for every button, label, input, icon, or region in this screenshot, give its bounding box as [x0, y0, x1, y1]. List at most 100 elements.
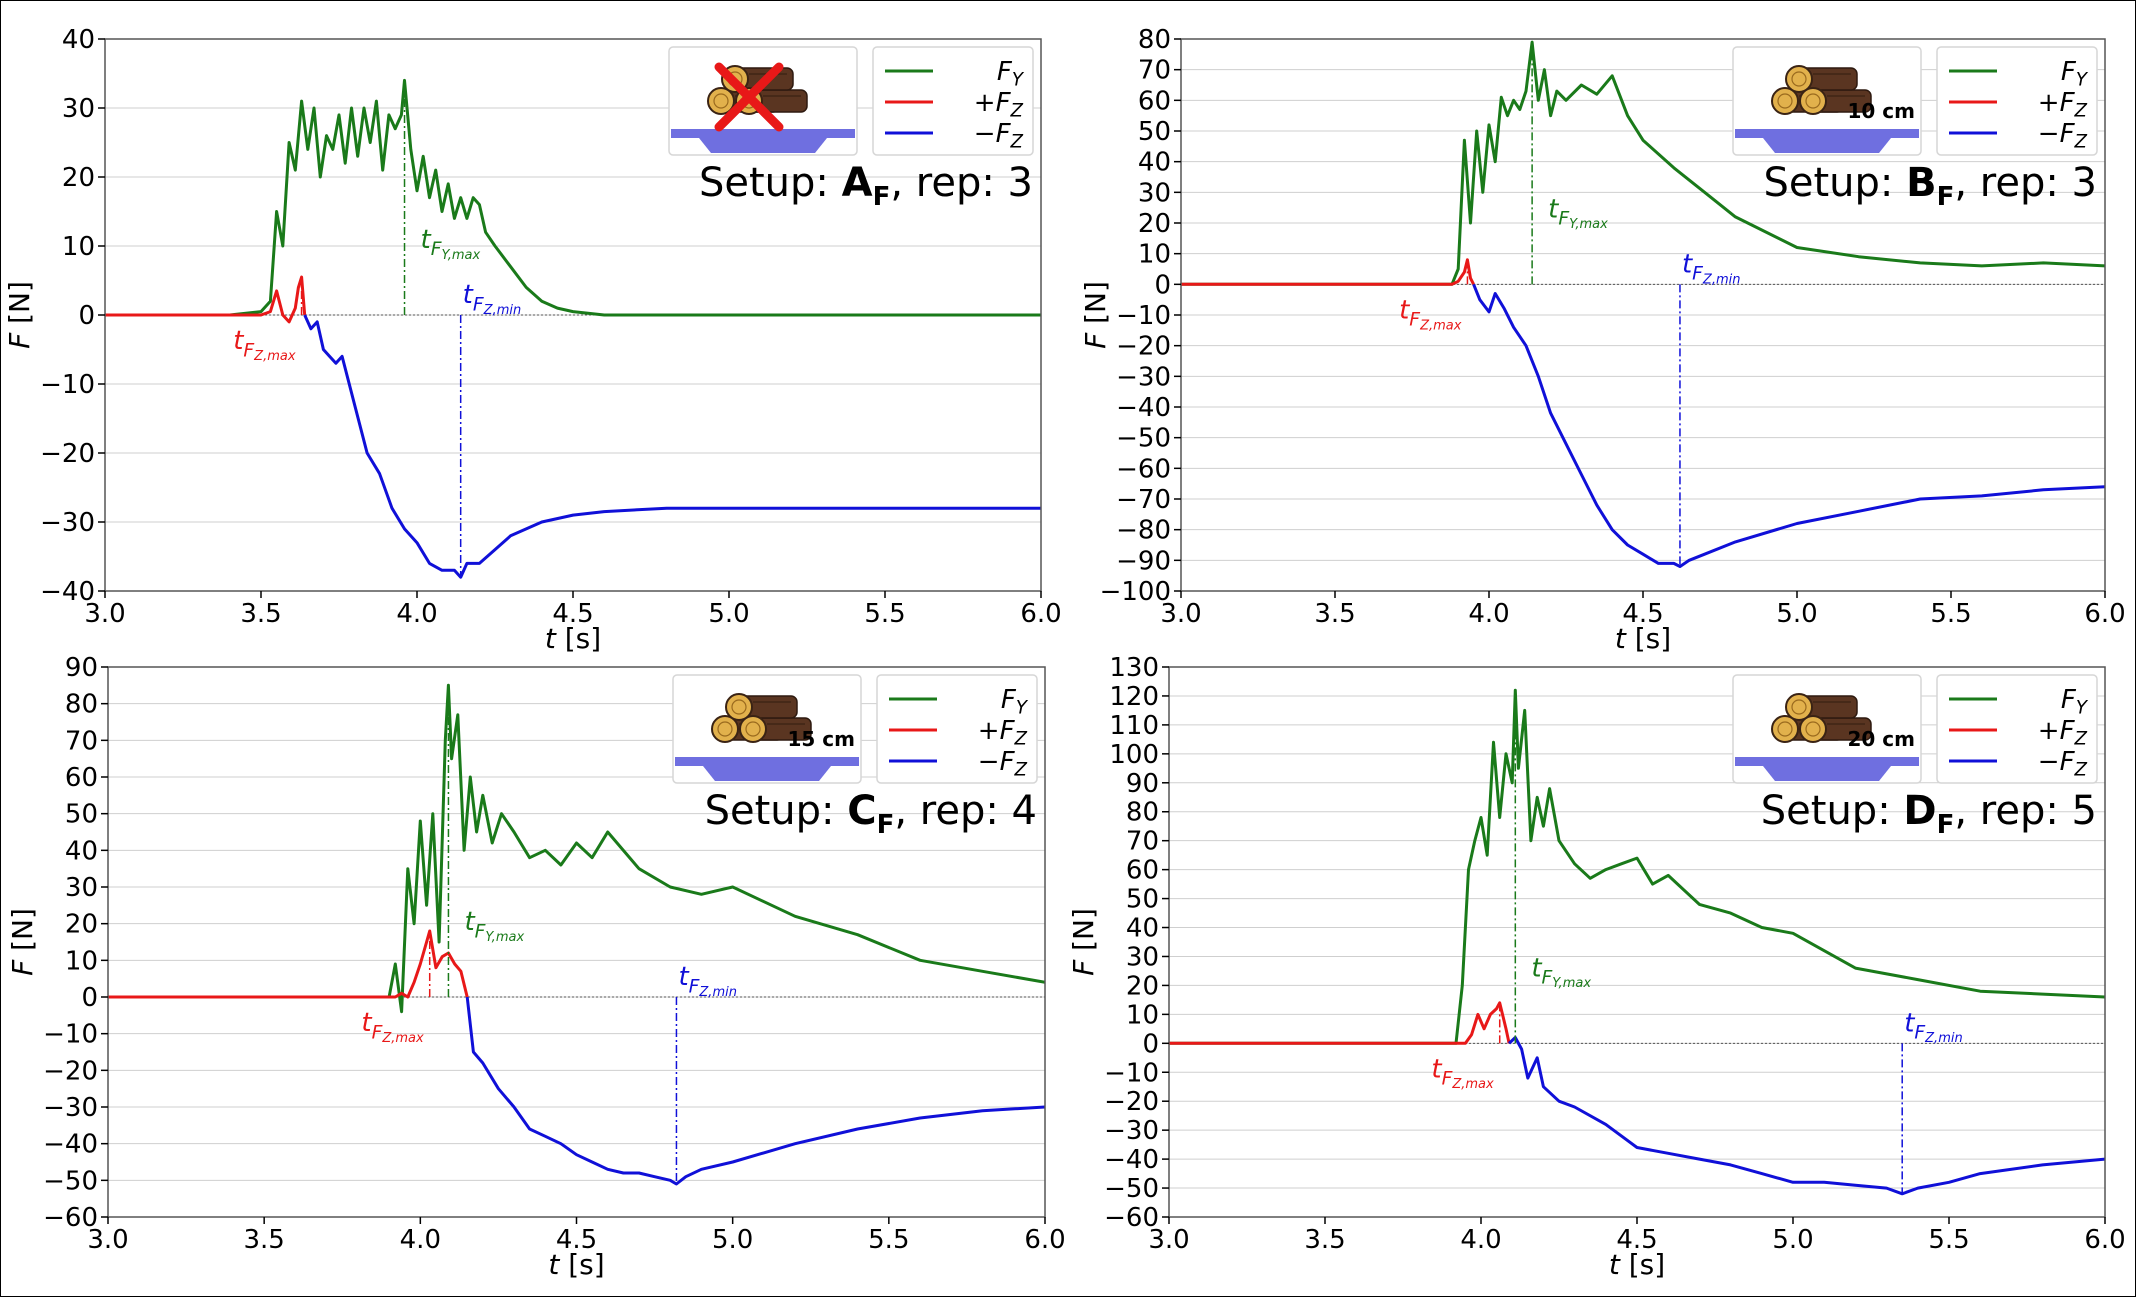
x-tick-label: 3.0	[1148, 1225, 1189, 1255]
y-tick-label: 90	[65, 653, 98, 683]
y-tick-label: 60	[65, 763, 98, 793]
y-tick-label: 20	[1138, 209, 1171, 239]
y-tick-label: 0	[1142, 1029, 1159, 1059]
legend-label: −FZ	[2038, 747, 2088, 781]
log-ring	[1777, 93, 1793, 109]
y-tick-label: −20	[1116, 332, 1171, 362]
y-axis-label: F [N]	[3, 281, 36, 349]
log-ring	[1805, 93, 1821, 109]
legend: FY+FZ−FZ	[876, 674, 1038, 784]
stand-base	[1763, 138, 1891, 153]
y-tick-label: 10	[65, 946, 98, 976]
chart-panel-a: tFY,max tFZ,max tFZ,min −40 −30 −20 −10 0 10 20 30…	[3, 25, 1062, 655]
y-tick-label: 30	[62, 94, 95, 124]
log-end	[739, 715, 767, 743]
log-ring	[731, 699, 747, 715]
log-ring	[717, 721, 733, 737]
log-ring	[1805, 721, 1821, 737]
y-tick-label: 70	[1126, 827, 1159, 857]
x-tick-label: 5.5	[1928, 1225, 1969, 1255]
y-tick-label: 30	[1126, 942, 1159, 972]
legend-box	[872, 46, 1034, 156]
y-tick-label: −50	[1104, 1174, 1159, 1204]
legend-label: FY	[2061, 685, 2089, 719]
log-end	[1799, 87, 1827, 115]
y-tick-label: −50	[43, 1166, 98, 1196]
setup-title: Setup: AF, rep: 3	[699, 160, 1033, 212]
legend-label: −FZ	[974, 119, 1024, 153]
legend-label: FY	[1001, 685, 1029, 719]
log-pile-icon	[1771, 65, 1872, 115]
x-tick-label: 5.5	[1930, 599, 1971, 629]
y-tick-label: 0	[1154, 270, 1171, 300]
y-tick-label: −40	[40, 577, 95, 607]
series-line-fz-neg	[303, 314, 1041, 579]
x-tick-label: 4.5	[1616, 1225, 1657, 1255]
series-line-fz-pos	[108, 929, 469, 999]
x-tick-label: 5.0	[712, 1225, 753, 1255]
y-tick-label: −30	[40, 508, 95, 538]
y-tick-label: 30	[1138, 178, 1171, 208]
series-group	[1169, 688, 2105, 1196]
log-ring	[1791, 71, 1807, 87]
y-tick-label: −20	[1104, 1087, 1159, 1117]
gap-label: 20 cm	[1848, 727, 1916, 751]
series-line-fy	[1181, 40, 2105, 286]
y-tick-label: 10	[1126, 1000, 1159, 1030]
legend-label: +FZ	[974, 88, 1024, 122]
series-group	[108, 683, 1045, 1186]
force-plate-icon	[1735, 129, 1919, 153]
y-tick-label: −70	[1116, 485, 1171, 515]
legend-label: +FZ	[2038, 716, 2088, 750]
y-tick-label: −60	[1104, 1203, 1159, 1233]
y-tick-label: 110	[1109, 711, 1159, 741]
log-end	[711, 715, 739, 743]
y-tick-label: −90	[1116, 546, 1171, 576]
y-tick-label: 80	[1138, 25, 1171, 55]
legend: FY+FZ−FZ	[1936, 674, 2098, 784]
x-tick-label: 3.0	[84, 599, 125, 629]
legend-box	[1936, 46, 2098, 156]
annotation-t-fz-max: tFZ,max	[361, 1008, 424, 1046]
log-end	[1771, 87, 1799, 115]
series-line-fy	[105, 78, 1041, 317]
x-tick-label: 4.0	[1468, 599, 1509, 629]
series-line-fz-neg	[1472, 283, 2105, 568]
series-line-fz-pos	[105, 275, 307, 324]
x-tick-label: 4.5	[1622, 599, 1663, 629]
y-tick-label: 40	[1138, 148, 1171, 178]
x-axis-label: t [s]	[1609, 1248, 1665, 1281]
y-tick-label: −30	[43, 1093, 98, 1123]
y-tick-label: −10	[43, 1020, 98, 1050]
x-tick-label: 4.5	[556, 1225, 597, 1255]
log-ring	[1791, 699, 1807, 715]
log-end	[1785, 65, 1813, 93]
legend: FY+FZ−FZ	[1936, 46, 2098, 156]
x-tick-label: 5.5	[868, 1225, 909, 1255]
series-line-fz-neg	[1508, 1036, 2105, 1196]
x-tick-label: 5.0	[708, 599, 749, 629]
annotation-t-fy-max: tFY,max	[1548, 194, 1608, 232]
series-line-fz-pos	[1169, 1001, 1511, 1045]
series-line-fz-pos	[1181, 258, 1475, 286]
x-tick-label: 4.0	[1460, 1225, 1501, 1255]
y-tick-label: −80	[1116, 516, 1171, 546]
y-tick-label: 50	[1138, 117, 1171, 147]
stand-base	[1763, 766, 1891, 781]
legend-label: +FZ	[2038, 88, 2088, 122]
y-tick-label: 100	[1109, 740, 1159, 770]
y-tick-label: −60	[43, 1203, 98, 1233]
chart-panel-c: tFY,max tFZ,max tFZ,min −60 −50 −40 −30 −20 −10 0…	[6, 653, 1066, 1281]
y-tick-label: 40	[65, 836, 98, 866]
x-tick-label: 4.5	[552, 599, 593, 629]
y-tick-label: 90	[1126, 769, 1159, 799]
setup-title: Setup: CF, rep: 4	[705, 788, 1037, 840]
x-tick-label: 6.0	[1020, 599, 1061, 629]
y-tick-label: −50	[1116, 424, 1171, 454]
y-tick-label: −30	[1116, 362, 1171, 392]
x-tick-label: 3.0	[87, 1225, 128, 1255]
gap-label: 10 cm	[1848, 99, 1916, 123]
legend: FY+FZ−FZ	[872, 46, 1034, 156]
y-tick-label: 10	[1138, 240, 1171, 270]
